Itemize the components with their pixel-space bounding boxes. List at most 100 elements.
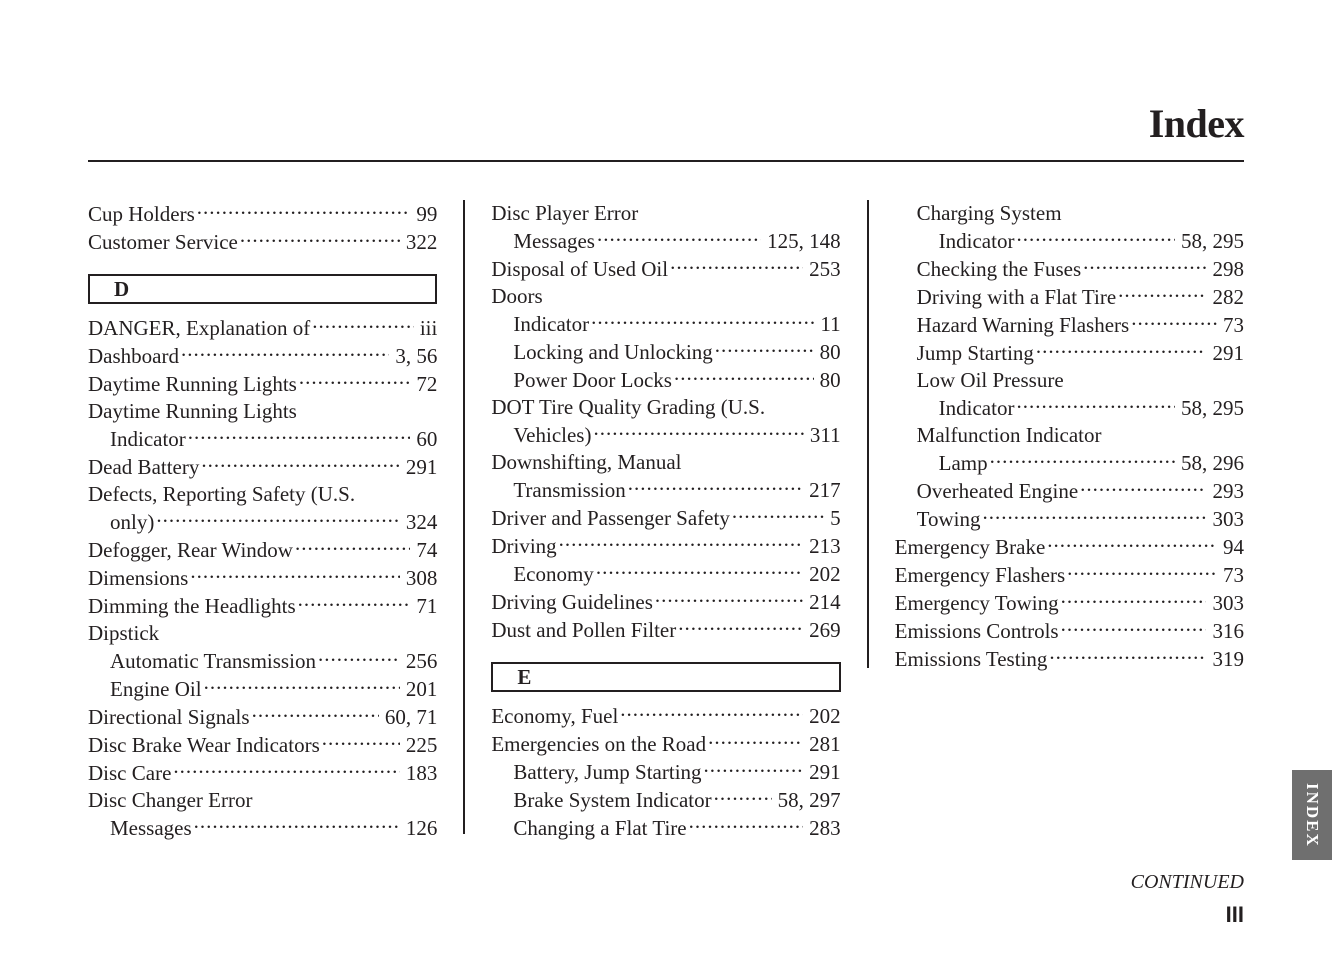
page-number: III	[1226, 902, 1244, 928]
entry-label: Brake System Indicator	[513, 787, 711, 814]
entry-label: Emissions Testing	[895, 646, 1048, 673]
entry-page: 213	[805, 533, 841, 560]
entry-page: 71	[412, 593, 437, 620]
entry-leader	[1131, 311, 1217, 332]
entry-label: Dashboard	[88, 343, 179, 370]
entry-page: 293	[1208, 478, 1244, 505]
index-entry: Downshifting, Manual	[491, 449, 840, 476]
page-title: Index	[1149, 100, 1244, 147]
entry-leader	[201, 453, 399, 474]
entry-page: 74	[412, 537, 437, 564]
entry-leader	[204, 675, 400, 696]
entry-label: Low Oil Pressure	[917, 367, 1064, 394]
entry-page: 80	[816, 367, 841, 394]
index-entry: Brake System Indicator 58, 297	[491, 786, 840, 814]
entry-page: 183	[402, 760, 438, 787]
entry-page: 298	[1208, 256, 1244, 283]
entry-leader	[1036, 339, 1207, 360]
entry-label: Transmission	[513, 477, 625, 504]
entry-label: Emergencies on the Road	[491, 731, 706, 758]
index-entry: Dust and Pollen Filter269	[491, 616, 840, 644]
section-letter-e: E	[491, 662, 840, 692]
entry-page: 217	[805, 477, 841, 504]
entry-label: Indicator	[110, 426, 186, 453]
entry-label: Power Door Locks	[513, 367, 672, 394]
index-entry: Economy, Fuel202	[491, 702, 840, 730]
entry-leader	[173, 759, 399, 780]
entry-leader	[715, 338, 814, 359]
index-entry: Disc Player Error	[491, 200, 840, 227]
index-entry: Charging System	[895, 200, 1244, 227]
entry-page: 319	[1208, 646, 1244, 673]
entry-page: 253	[805, 256, 841, 283]
entry-leader	[1061, 617, 1207, 638]
index-entry: Jump Starting291	[895, 339, 1244, 367]
index-column-1: Cup Holders99Customer Service322DDANGER,…	[88, 200, 437, 834]
index-entry: Messages126	[88, 814, 437, 842]
entry-label: Daytime Running Lights	[88, 371, 297, 398]
index-entry: Driver and Passenger Safety5	[491, 504, 840, 532]
entry-leader	[240, 228, 400, 249]
entry-page: 214	[805, 589, 841, 616]
entry-label: Overheated Engine	[917, 478, 1079, 505]
index-entry: Defogger, Rear Window74	[88, 536, 437, 564]
entry-label: Lamp	[939, 450, 988, 477]
entry-page: 324	[402, 509, 438, 536]
entry-leader	[591, 310, 814, 331]
entry-label: Dimensions	[88, 565, 188, 592]
entry-page: 282	[1208, 284, 1244, 311]
index-entry: only)324	[88, 508, 437, 536]
index-entry: Disc Brake Wear Indicators225	[88, 731, 437, 759]
entry-label: Towing	[917, 506, 981, 533]
index-entry: Driving Guidelines214	[491, 588, 840, 616]
entry-label: Changing a Flat Tire	[513, 815, 686, 842]
entry-label: Emergency Flashers	[895, 562, 1065, 589]
entry-label: Indicator	[939, 395, 1015, 422]
entry-page: 5	[826, 505, 841, 532]
entry-page: 269	[805, 617, 841, 644]
entry-label: Checking the Fuses	[917, 256, 1081, 283]
index-entry: Doors	[491, 283, 840, 310]
index-entry: Dashboard 3, 56	[88, 342, 437, 370]
entry-page: 99	[412, 201, 437, 228]
index-entry: Emergency Brake94	[895, 533, 1244, 561]
entry-label: Indicator	[939, 228, 1015, 255]
entry-label: Engine Oil	[110, 676, 202, 703]
index-entry: Indicator58, 295	[895, 394, 1244, 422]
entry-label: Daytime Running Lights	[88, 398, 297, 425]
entry-label: Cup Holders	[88, 201, 195, 228]
entry-leader	[188, 425, 411, 446]
entry-leader	[298, 592, 411, 613]
index-entry: Engine Oil201	[88, 675, 437, 703]
index-entry: DOT Tire Quality Grading (U.S.	[491, 394, 840, 421]
entry-label: Disc Brake Wear Indicators	[88, 732, 320, 759]
entry-leader	[190, 564, 399, 585]
entry-page: 291	[805, 759, 841, 786]
index-entry: Checking the Fuses 298	[895, 255, 1244, 283]
index-entry: Lamp58, 296	[895, 449, 1244, 477]
entry-label: Customer Service	[88, 229, 238, 256]
entry-page: 58, 295	[1177, 228, 1244, 255]
entry-page: 3, 56	[391, 343, 437, 370]
entry-label: Emergency Brake	[895, 534, 1046, 561]
index-entry: Indicator 58, 295	[895, 227, 1244, 255]
entry-leader	[322, 731, 400, 752]
entry-page: 126	[402, 815, 438, 842]
entry-page: 73	[1219, 312, 1244, 339]
entry-label: Disc Changer Error	[88, 787, 252, 814]
index-entry: Malfunction Indicator	[895, 422, 1244, 449]
index-entry: Indicator 60	[88, 425, 437, 453]
entry-label: Indicator	[513, 311, 589, 338]
entry-page: 311	[806, 422, 841, 449]
entry-page: 60	[412, 426, 437, 453]
entry-leader	[596, 560, 803, 581]
entry-page: iii	[416, 315, 438, 342]
entry-label: Driving with a Flat Tire	[917, 284, 1117, 311]
index-entry: Locking and Unlocking80	[491, 338, 840, 366]
index-entry: Defects, Reporting Safety (U.S.	[88, 481, 437, 508]
index-entry: Dimming the Headlights71	[88, 592, 437, 620]
entry-page: 58, 297	[774, 787, 841, 814]
entry-leader	[252, 703, 379, 724]
index-entry: Disposal of Used Oil253	[491, 255, 840, 283]
entry-page: 291	[402, 454, 438, 481]
